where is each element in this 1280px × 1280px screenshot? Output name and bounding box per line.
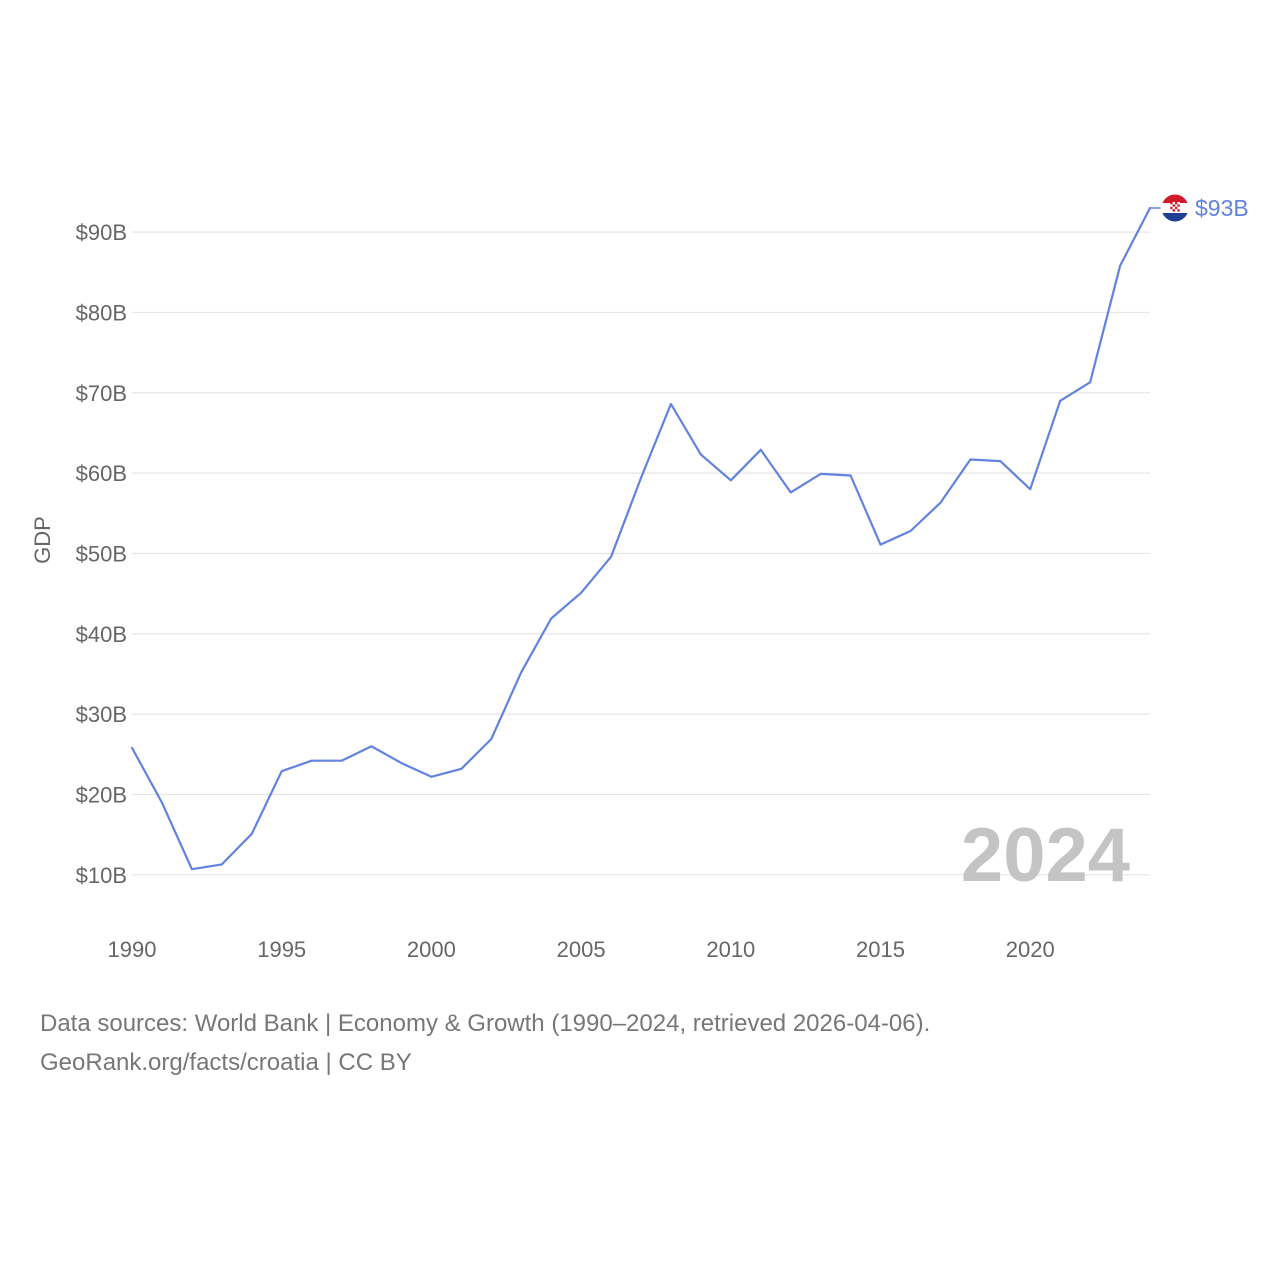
x-tick-label: 1995: [257, 937, 306, 962]
x-tick-label: 1990: [108, 937, 157, 962]
flag-shield-square: [1177, 206, 1180, 210]
x-tick-label: 2015: [856, 937, 905, 962]
flag-border: [1160, 193, 1190, 223]
flag-shield-square: [1172, 202, 1175, 205]
flag-shield-square: [1170, 202, 1173, 205]
flag-shield-square: [1177, 204, 1180, 207]
footer: Data sources: World Bank | Economy & Gro…: [40, 1004, 1240, 1082]
flag-shield-square: [1175, 209, 1178, 212]
x-tick-label: 2000: [407, 937, 456, 962]
flag-stripe-red: [1161, 194, 1189, 203]
flag-shield-square: [1170, 209, 1173, 212]
flag-shield-square: [1175, 206, 1178, 210]
y-axis-ticks: $10B $20B $30B $40B $50B $60B $70B $80B $90B: [76, 220, 127, 888]
series-line-croatia: [130, 206, 1152, 871]
y-tick-label: $30B: [76, 702, 127, 727]
flag-shield-square: [1177, 202, 1180, 205]
flag-shield-square: [1172, 204, 1175, 207]
year-watermark: 2024: [961, 813, 1130, 898]
end-label-group: $93B: [1150, 193, 1249, 223]
y-tick-label: $40B: [76, 622, 127, 647]
y-tick-label: $10B: [76, 863, 127, 888]
end-value-label: $93B: [1195, 195, 1249, 221]
x-tick-label: 2010: [706, 937, 755, 962]
y-tick-label: $70B: [76, 381, 127, 406]
y-tick-label: $20B: [76, 782, 127, 807]
grid-lines: [132, 231, 1150, 876]
flag-shield-square: [1172, 209, 1175, 212]
y-axis-title: GDP: [30, 516, 55, 564]
y-tick-label: $60B: [76, 461, 127, 486]
y-tick-label: $90B: [76, 220, 127, 245]
x-tick-label: 2005: [557, 937, 606, 962]
footer-sources: Data sources: World Bank | Economy & Gro…: [40, 1010, 931, 1037]
flag-shield-square: [1177, 209, 1180, 212]
x-axis-ticks: 1990 1995 2000 2005 2010 2015 2020: [108, 937, 1055, 962]
series-layer: [130, 206, 1152, 871]
flag-stripe-blue: [1161, 213, 1189, 222]
y-tick-label: $50B: [76, 541, 127, 566]
flag-shield-square: [1170, 204, 1173, 207]
flag-shield-square: [1170, 206, 1173, 210]
flag-shield-square: [1172, 206, 1175, 210]
flag-shield-square: [1175, 204, 1178, 207]
x-tick-label: 2020: [1006, 937, 1055, 962]
flag-shield-square: [1175, 202, 1178, 205]
footer-credit: GeoRank.org/facts/croatia | CC BY: [40, 1049, 412, 1076]
y-tick-label: $80B: [76, 300, 127, 325]
croatia-flag-icon: [1160, 193, 1190, 223]
gdp-line-chart: $10B $20B $30B $40B $50B $60B $70B $80B $90B 199…: [30, 193, 1249, 962]
